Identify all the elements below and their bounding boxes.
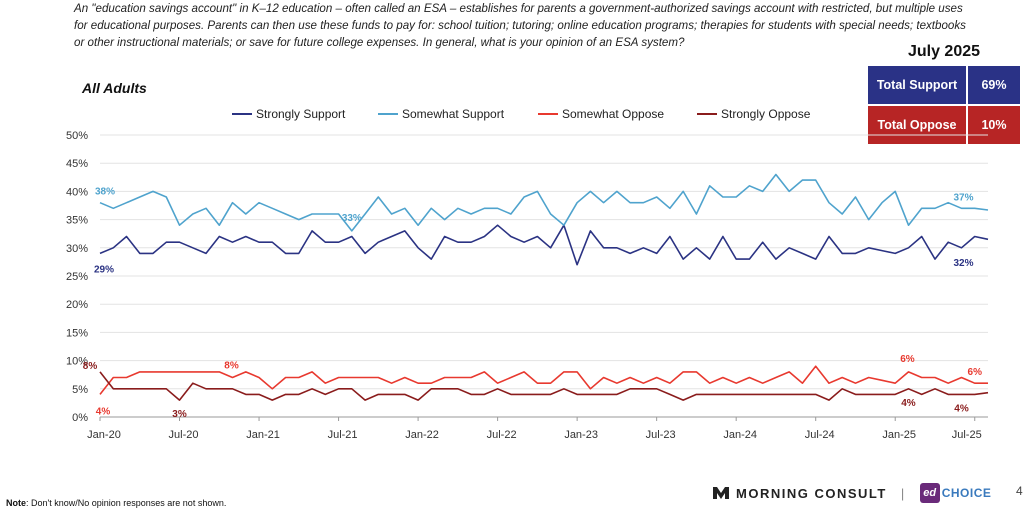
x-axis: Jan-20 Jul-20 Jan-21 Jul-21 Jan-22 Jul-22 Jan-…: [87, 417, 982, 441]
morning-consult-logo-icon: [713, 487, 729, 499]
note-text: : Don't know/No opinion responses are no…: [26, 498, 227, 508]
edchoice-logo-icon: ed: [919, 483, 940, 503]
page-number: 4: [1016, 484, 1023, 498]
legend-label: Somewhat Oppose: [562, 107, 664, 121]
x-tick-label: Jan-22: [405, 429, 439, 441]
brand-name: MORNING CONSULT: [736, 485, 887, 501]
legend-label: Strongly Oppose: [721, 107, 811, 121]
x-tick-label: Jul-23: [646, 429, 676, 441]
data-label: 33%: [342, 213, 362, 224]
chart-data-labels: 29% 32% 38% 33% 37% 4% 8% 6% 6% 8% 3% 4% 4%: [83, 187, 982, 420]
y-tick-label: 5%: [72, 384, 88, 396]
y-tick-label: 50%: [66, 130, 88, 142]
y-tick-label: 25%: [66, 271, 88, 283]
series-line: [99, 365, 988, 395]
data-label: 32%: [953, 258, 973, 269]
y-tick-label: 15%: [66, 327, 88, 339]
x-tick-label: Jan-20: [87, 429, 121, 441]
data-label: 38%: [95, 187, 115, 198]
x-tick-label: Jan-24: [723, 429, 757, 441]
x-tick-label: Jul-25: [952, 429, 982, 441]
x-tick-label: Jul-20: [169, 429, 199, 441]
total-support-row: Total Support 69%: [868, 66, 1020, 106]
y-tick-label: 20%: [66, 299, 88, 311]
total-support-value: 69%: [981, 78, 1007, 92]
summary-date: July 2025: [907, 43, 981, 60]
chart-series: [99, 173, 989, 401]
data-label: 6%: [900, 354, 915, 365]
data-label: 8%: [224, 361, 239, 372]
data-label: 8%: [83, 361, 98, 372]
data-label: 29%: [94, 264, 114, 275]
y-tick-label: 10%: [66, 356, 88, 368]
legend-label: Strongly Support: [256, 107, 346, 121]
x-tick-label: Jan-25: [882, 429, 916, 441]
footer-note: Note: Don't know/No opinion responses ar…: [6, 498, 226, 508]
partner-name: CHOICE: [941, 486, 992, 500]
series-line: [99, 173, 989, 232]
y-tick-label: 40%: [66, 186, 88, 198]
y-tick-label: 0%: [72, 412, 88, 424]
survey-question: An "education savings account" in K–12 e…: [74, 2, 966, 49]
chart-grid: [100, 134, 988, 418]
chart-title: All Adults: [82, 80, 147, 96]
data-label: 3%: [172, 409, 187, 420]
total-support-label: Total Support: [868, 66, 968, 104]
x-tick-label: Jan-21: [246, 429, 280, 441]
y-tick-label: 35%: [66, 215, 88, 227]
y-tick-label: 45%: [66, 158, 88, 170]
series-line: [99, 224, 989, 266]
note-label: Note: [6, 498, 26, 508]
total-oppose-value: 10%: [981, 118, 1007, 132]
summary-box: Total Support 69% Total Oppose 10%: [868, 66, 1020, 146]
brand-footer: MORNING CONSULT | ed CHOICE: [712, 483, 991, 503]
chart-legend: Strongly Support Somewhat Support Somewhat…: [232, 107, 811, 121]
data-label: 4%: [901, 398, 916, 409]
y-tick-label: 30%: [66, 243, 88, 255]
legend-label: Somewhat Support: [402, 107, 505, 121]
x-tick-label: Jul-22: [487, 429, 517, 441]
data-label: 4%: [954, 403, 969, 414]
x-tick-label: Jul-24: [805, 429, 835, 441]
x-tick-label: Jan-23: [564, 429, 598, 441]
total-oppose-row: Total Oppose 10%: [868, 106, 1020, 146]
x-tick-label: Jul-21: [328, 429, 358, 441]
data-label: 37%: [953, 192, 973, 203]
data-label: 4%: [96, 406, 111, 417]
series-line: [99, 371, 989, 401]
brand-separator: |: [900, 485, 906, 501]
total-oppose-label: Total Oppose: [868, 106, 968, 144]
y-axis: 0% 5% 10% 15% 20% 25% 30% 35% 40% 45% 50%: [66, 130, 88, 424]
data-label: 6%: [968, 367, 983, 378]
